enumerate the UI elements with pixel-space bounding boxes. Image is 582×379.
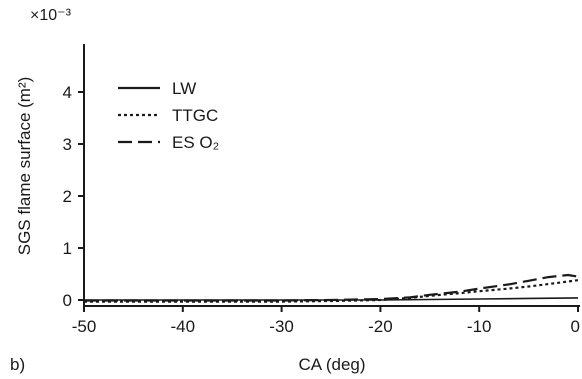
ticks: -50 -40 -30 -20 -10 0 0 1 2 3 4 <box>63 83 580 336</box>
panel-label: b) <box>10 355 25 374</box>
x-tick-label: -10 <box>467 317 492 336</box>
y-tick-label: 4 <box>63 83 72 102</box>
y-tick-label: 0 <box>63 291 72 310</box>
x-tick-label: -20 <box>368 317 393 336</box>
axes <box>83 44 580 307</box>
series-line-0 <box>84 297 579 301</box>
legend-label-1: TTGC <box>172 106 218 125</box>
y-tick-label: 3 <box>63 135 72 154</box>
x-tick-label: -30 <box>269 317 294 336</box>
x-axis-label: CA (deg) <box>298 355 365 374</box>
y-tick-label: 1 <box>63 239 72 258</box>
legend: LW TTGC ES O₂ <box>118 79 219 152</box>
legend-label-0: LW <box>172 79 196 98</box>
y-tick-label: 2 <box>63 187 72 206</box>
series-line-1 <box>84 279 579 303</box>
y-axis-label: SGS flame surface (m²) <box>15 77 34 256</box>
series-line-2 <box>84 273 579 302</box>
x-tick-label: -40 <box>171 317 196 336</box>
legend-label-2: ES O₂ <box>172 133 219 152</box>
series-layer <box>84 273 579 303</box>
x-tick-label: 0 <box>571 317 580 336</box>
x-tick-label: -50 <box>72 317 97 336</box>
y-multiplier-label: ×10⁻³ <box>30 7 72 24</box>
